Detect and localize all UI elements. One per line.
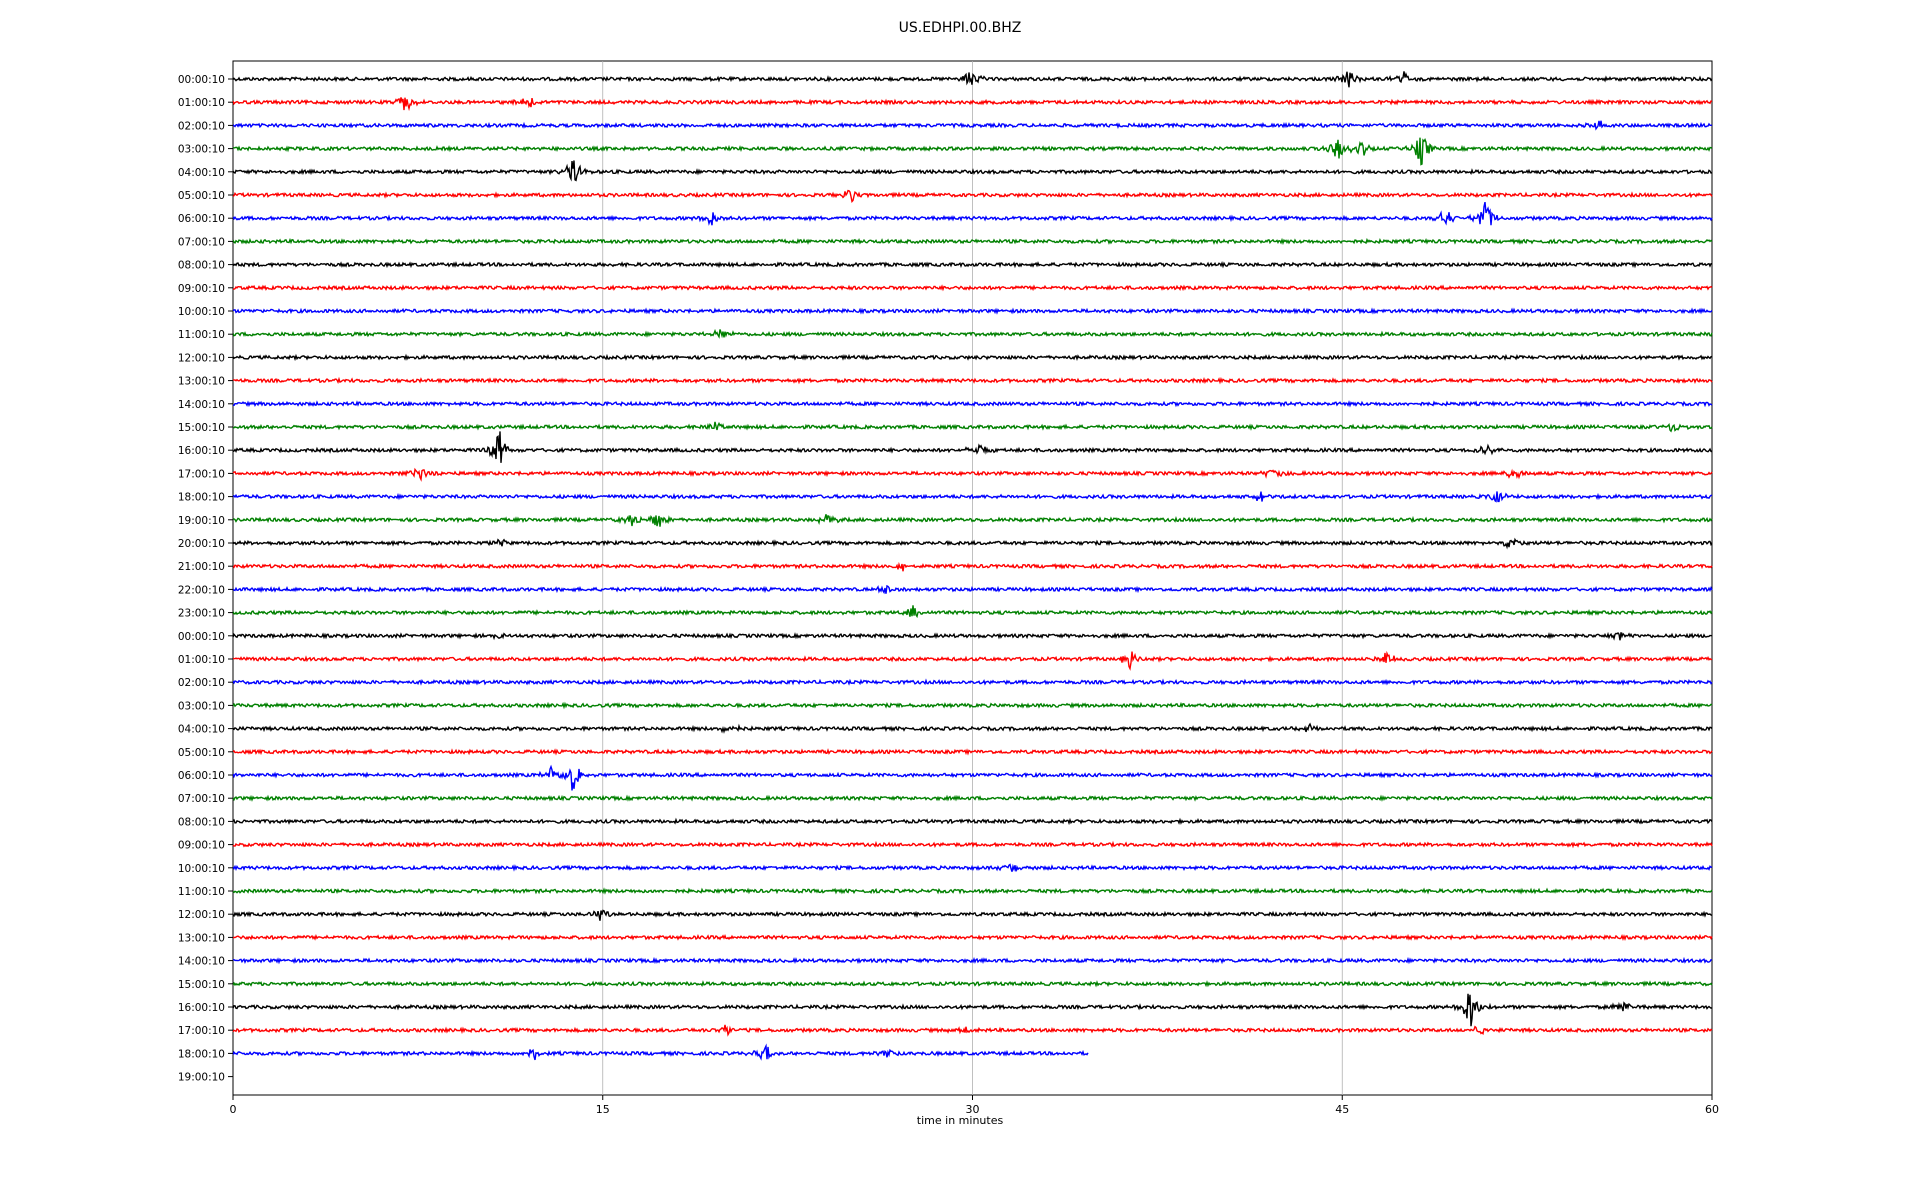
trace-line [232,537,1713,550]
trace-line [232,748,1713,756]
y-tick-label: 18:00:10 [178,492,225,504]
y-tick-label: 04:00:10 [178,724,225,736]
trace-line [232,491,1713,503]
trace-line [232,237,1713,246]
y-tick-label: 05:00:10 [178,190,225,202]
y-tick-label: 14:00:10 [178,399,225,411]
trace-line [232,260,1713,269]
y-tick-label: 16:00:10 [178,445,225,457]
x-tick-label: 60 [1705,1103,1719,1116]
traces [232,71,1713,1061]
y-tick-label: 17:00:10 [178,1025,225,1037]
grid-lines [602,61,1343,1095]
x-tick-label: 30 [966,1103,980,1116]
y-tick-label: 15:00:10 [178,422,225,434]
trace-line [232,701,1713,710]
trace-line [232,421,1713,433]
y-tick-label: 00:00:10 [178,74,225,86]
trace-line [232,956,1713,965]
y-tick-label: 14:00:10 [178,956,225,968]
trace-line [232,561,1713,572]
trace-line [232,650,1713,671]
y-tick-label: 13:00:10 [178,932,225,944]
y-tick-label: 21:00:10 [178,561,225,573]
y-tick-label: 08:00:10 [178,260,225,272]
trace-line [233,400,1713,408]
y-tick-label: 09:00:10 [178,283,225,295]
x-tick-label: 45 [1335,1103,1349,1116]
x-tick-label: 0 [230,1103,237,1116]
trace-line [232,328,1713,339]
y-tick-label: 00:00:10 [178,631,225,643]
y-tick-label: 19:00:10 [178,515,225,527]
y-tick-label: 19:00:10 [178,1072,225,1084]
trace-line [232,376,1713,385]
y-tick-label: 07:00:10 [178,793,225,805]
trace-line [232,605,1713,619]
x-tick-label: 15 [596,1103,610,1116]
x-ticks: 0 15 30 45 60 [230,1095,1719,1116]
trace-line [232,97,1713,112]
y-tick-label: 08:00:10 [178,816,225,828]
y-tick-label: 11:00:10 [178,886,225,898]
trace-line [232,764,1713,791]
trace-line [232,467,1713,482]
trace-line [232,980,1713,988]
trace-line [232,1043,1089,1061]
chart-title: US.EDHPI.00.BHZ [898,20,1022,36]
trace-line [232,863,1713,872]
trace-line [232,840,1713,849]
y-tick-label: 01:00:10 [178,97,225,109]
y-tick-label: 23:00:10 [178,608,225,620]
y-tick-label: 09:00:10 [178,840,225,852]
trace-line [232,137,1713,166]
y-tick-label: 11:00:10 [178,329,225,341]
trace-line [232,584,1713,595]
y-tick-label: 18:00:10 [178,1048,225,1060]
y-tick-label: 03:00:10 [178,144,225,156]
y-tick-label: 06:00:10 [178,770,225,782]
trace-line [232,514,1713,527]
x-axis-label: time in minutes [916,1114,1004,1127]
trace-line [232,307,1713,315]
trace-line [232,71,1713,88]
trace-line [232,678,1713,686]
y-tick-label: 03:00:10 [178,700,225,712]
trace-line [232,189,1713,203]
trace-line [232,284,1713,292]
y-tick-label: 22:00:10 [178,584,225,596]
trace-line [232,993,1713,1027]
y-tick-label: 12:00:10 [178,909,225,921]
trace-line [232,431,1713,463]
y-tick-label: 02:00:10 [178,120,225,132]
trace-line [232,817,1713,826]
y-tick-label: 06:00:10 [178,213,225,225]
y-tick-label: 17:00:10 [178,468,225,480]
y-tick-label: 10:00:10 [178,863,225,875]
trace-line [232,353,1713,362]
y-tick-label: 07:00:10 [178,236,225,248]
trace-line [232,909,1713,921]
y-tick-label: 02:00:10 [178,677,225,689]
y-tick-label: 13:00:10 [178,376,225,388]
y-tick-label: 12:00:10 [178,352,225,364]
y-tick-label: 10:00:10 [178,306,225,318]
y-tick-label: 01:00:10 [178,654,225,666]
trace-line [233,933,1713,942]
trace-line [232,794,1713,802]
trace-line [232,887,1713,895]
y-tick-label: 05:00:10 [178,747,225,759]
y-tick-label: 15:00:10 [178,979,225,991]
y-ticks: 00:00:10 01:00:10 02:00:10 03:00:10 04:00:10… [178,74,233,1084]
y-tick-label: 04:00:10 [178,167,225,179]
y-tick-label: 16:00:10 [178,1002,225,1014]
trace-line [232,120,1713,131]
trace-line [232,631,1713,641]
trace-line [232,201,1713,226]
trace-line [232,722,1713,734]
trace-line [232,1024,1713,1037]
trace-line [232,160,1713,182]
y-tick-label: 20:00:10 [178,538,225,550]
